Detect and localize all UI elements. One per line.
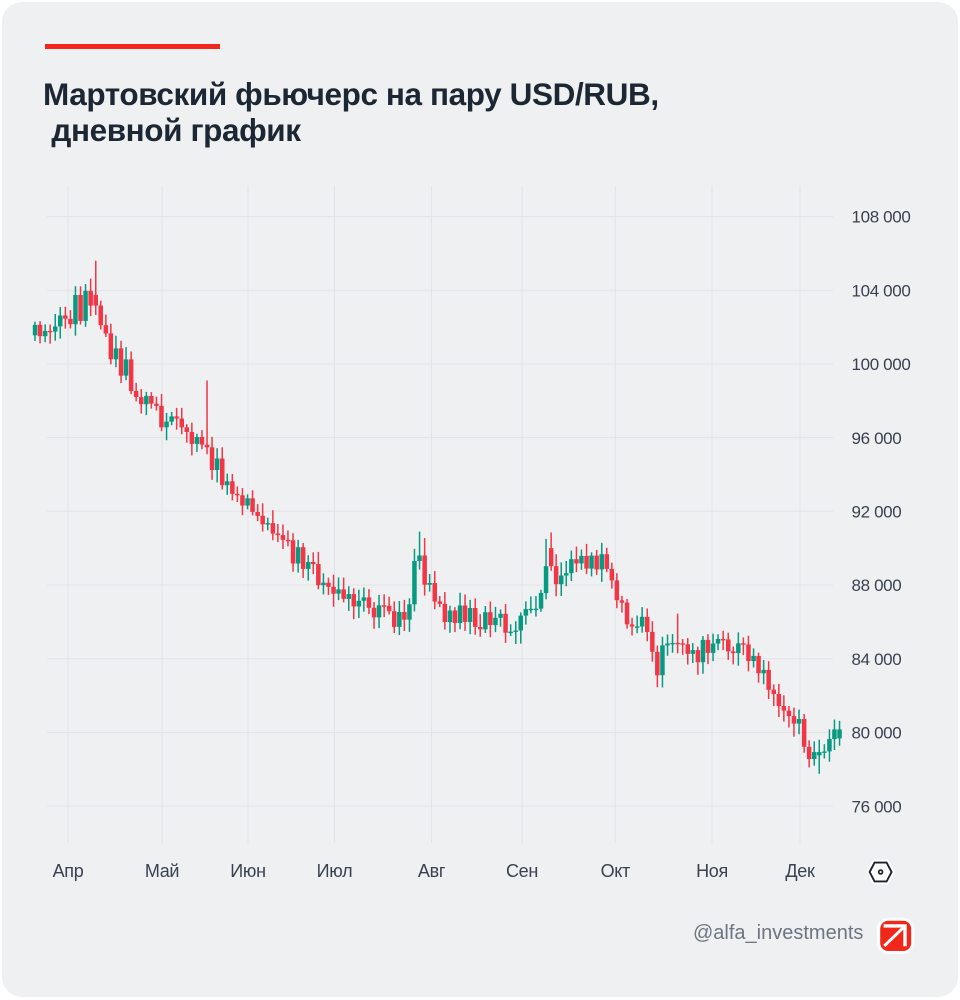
svg-text:Апр: Апр <box>53 861 84 881</box>
svg-text:108 000: 108 000 <box>852 208 911 227</box>
svg-text:76 000: 76 000 <box>852 797 902 816</box>
svg-text:84 000: 84 000 <box>852 650 902 669</box>
svg-text:88 000: 88 000 <box>852 576 902 595</box>
svg-text:96 000: 96 000 <box>852 429 902 448</box>
svg-text:Дек: Дек <box>785 861 815 881</box>
svg-text:Июл: Июл <box>317 861 353 881</box>
svg-text:104 000: 104 000 <box>852 281 911 300</box>
svg-text:Ноя: Ноя <box>696 861 728 881</box>
svg-text:Окт: Окт <box>601 861 630 881</box>
svg-text:Сен: Сен <box>506 861 538 881</box>
svg-text:Авг: Авг <box>418 861 446 881</box>
svg-text:Май: Май <box>145 861 179 881</box>
svg-text:92 000: 92 000 <box>852 503 902 522</box>
svg-text:100 000: 100 000 <box>852 355 911 374</box>
svg-text:Июн: Июн <box>230 861 265 881</box>
svg-text:80 000: 80 000 <box>852 724 902 743</box>
